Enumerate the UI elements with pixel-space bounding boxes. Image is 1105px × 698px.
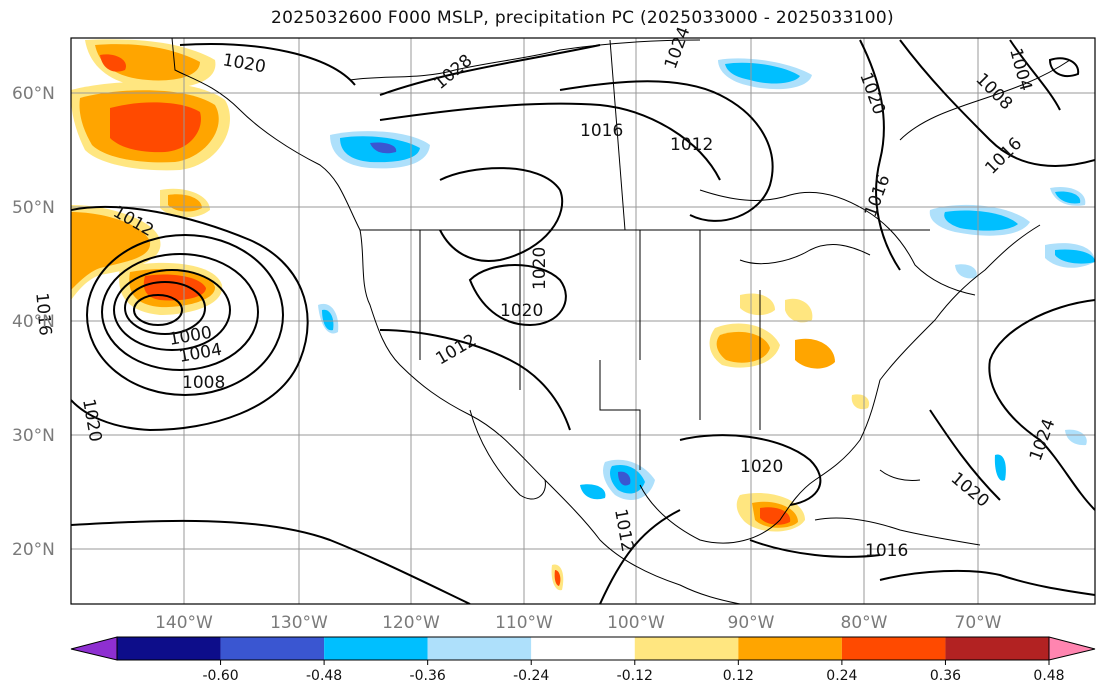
colorbar: -0.60 -0.48 -0.36 -0.24 -0.12 0.12 0.24 0.36 0.4… <box>70 636 1096 684</box>
isobar-label: 1008 <box>182 373 225 393</box>
latitude-labels: 60°N 50°N 40°N 30°N 20°N <box>12 84 55 560</box>
lon-label: 120°W <box>382 613 440 633</box>
lat-label: 30°N <box>12 426 55 446</box>
lon-label: 90°W <box>728 613 775 633</box>
lat-label: 40°N <box>12 312 55 332</box>
isobar-label: 1020 <box>740 457 783 477</box>
precip-negative-areas <box>318 58 1095 500</box>
colorbar-tick-label: 0.36 <box>930 668 961 684</box>
map-frame <box>70 37 1096 605</box>
colorbar-segment <box>945 637 1049 660</box>
lon-label: 100°W <box>607 613 665 633</box>
isobar-label: 1016 <box>31 292 55 337</box>
colorbar-segment <box>324 637 428 660</box>
isobar-label: 1016 <box>580 121 623 141</box>
lat-label: 60°N <box>12 84 55 104</box>
colorbar-segment <box>531 637 635 660</box>
coastlines <box>171 38 1071 604</box>
isobar-label: 1012 <box>670 135 713 155</box>
colorbar-segment <box>220 637 325 660</box>
isobar-label: 1020 <box>530 247 550 290</box>
colorbar-max-arrow <box>1048 636 1096 661</box>
colorbar-segment <box>738 637 842 660</box>
lon-label: 110°W <box>495 613 553 633</box>
lat-label: 20°N <box>12 540 55 560</box>
colorbar-segment <box>427 637 532 660</box>
colorbar-tick-label: -0.48 <box>306 668 342 684</box>
lon-label: 130°W <box>270 613 328 633</box>
lon-label: 70°W <box>955 613 1002 633</box>
colorbar-segment <box>117 637 221 660</box>
colorbar-tick-label: 0.24 <box>826 668 857 684</box>
isobar-label: 1016 <box>865 541 908 561</box>
colorbar-tick-label: 0.12 <box>723 668 754 684</box>
colorbar-tick-label: -0.36 <box>410 668 446 684</box>
colorbar-segment <box>634 637 739 660</box>
lon-label: 140°W <box>155 613 213 633</box>
isobar-label: 1020 <box>500 301 543 321</box>
map-title: 2025032600 F000 MSLP, precipitation PC (… <box>271 8 894 28</box>
colorbar-tick-label: -0.12 <box>617 668 653 684</box>
colorbar-tick-label: -0.24 <box>513 668 549 684</box>
lon-label: 80°W <box>841 613 888 633</box>
longitude-labels: 140°W 130°W 120°W 110°W 100°W 90°W 80°W … <box>155 613 1002 633</box>
lat-label: 50°N <box>12 198 55 218</box>
colorbar-tick-label: 0.48 <box>1033 668 1064 684</box>
graticule <box>71 38 1095 604</box>
colorbar-tick-label: -0.60 <box>202 668 238 684</box>
isobars <box>71 39 1095 604</box>
colorbar-segment <box>841 637 946 660</box>
precip-positive-areas <box>71 39 870 591</box>
colorbar-min-arrow <box>70 636 118 661</box>
